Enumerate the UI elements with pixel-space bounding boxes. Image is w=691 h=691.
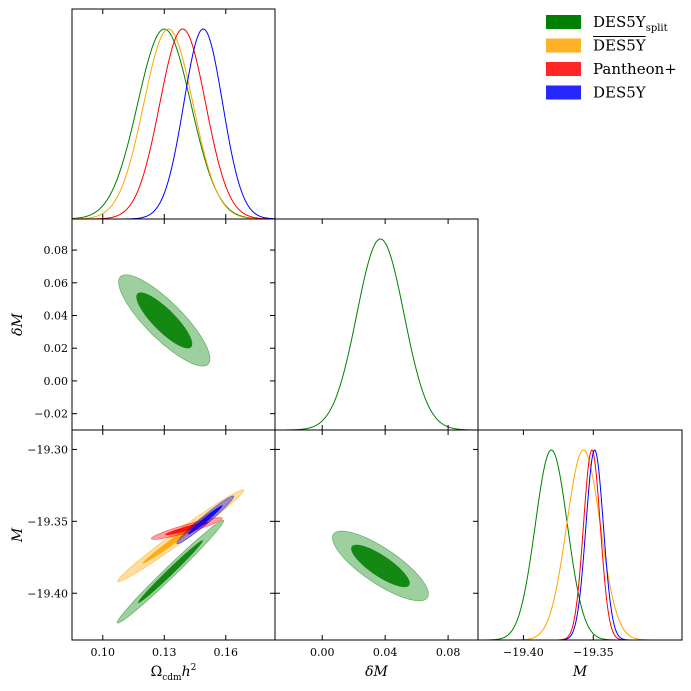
- legend-label-1: DES5Y: [593, 37, 647, 55]
- y-tick-label-dm: 0.00: [44, 375, 69, 388]
- marginal-curve-M-series-2: [478, 449, 682, 640]
- legend-swatch-2: [546, 62, 581, 76]
- legend: DES5Ysplit DES5Y Pantheon+ DES5Y: [546, 13, 677, 102]
- marginal-curve-M-series-1: [478, 449, 682, 640]
- contour-inner-dm_M-series-0: [351, 544, 410, 588]
- frame-layer: [71, 8, 683, 641]
- y-tick-label-dm: 0.06: [44, 277, 69, 290]
- y-tick-label-M: −19.30: [27, 443, 68, 456]
- axis-label-dm-x: δM: [365, 664, 388, 680]
- marginal-curve-M-series-3: [478, 449, 682, 640]
- axis-label-dm-y: δM: [10, 312, 26, 335]
- y-tick-label-M: −19.35: [27, 515, 68, 528]
- legend-swatch-3: [546, 85, 581, 100]
- legend-label-2: Pantheon+: [593, 60, 677, 78]
- marginal-curve-om-series-0: [72, 28, 275, 219]
- contour-inner-om_M-series-0: [137, 540, 203, 604]
- axis-label-om: Ωcdmh2: [151, 663, 197, 683]
- marginal-curve-om-series-1: [72, 28, 275, 219]
- contour-inner-om_M-series-3: [187, 505, 223, 535]
- marginal-curve-M-series-0: [478, 449, 682, 640]
- legend-swatch-1: [546, 38, 581, 53]
- marginal-curve-dm-series-0: [275, 238, 478, 430]
- x-tick-label-dm: 0.00: [310, 646, 335, 659]
- y-tick-label-M: −19.40: [27, 587, 68, 600]
- x-tick-label-dm: 0.04: [373, 646, 398, 659]
- x-tick-label-om: 0.16: [214, 646, 239, 659]
- x-tick-label-om: 0.10: [91, 646, 116, 659]
- y-tick-label-dm: 0.08: [44, 244, 69, 257]
- contour-inner-om_dm-series-0: [136, 292, 193, 349]
- x-tick-label-dm: 0.08: [436, 646, 461, 659]
- panel-frame-1-1: [274, 218, 479, 431]
- x-tick-label-om: 0.13: [152, 646, 177, 659]
- curve-layer: [72, 28, 682, 640]
- axis-label-M-y: M: [10, 527, 26, 543]
- y-tick-label-dm: −0.02: [34, 408, 68, 421]
- x-tick-label-M: −19.40: [503, 646, 544, 659]
- contour-layer: [116, 274, 429, 624]
- panel-frame-2-1: [274, 429, 479, 641]
- legend-swatch-0: [546, 15, 581, 29]
- y-tick-label-dm: 0.02: [44, 342, 69, 355]
- marginal-curve-om-series-3: [72, 28, 275, 219]
- marginal-curve-om-series-2: [72, 28, 275, 219]
- x-tick-label-M: −19.35: [573, 646, 614, 659]
- y-tick-label-dm: 0.04: [44, 310, 69, 323]
- axis-label-M-x: M: [572, 664, 588, 680]
- tick-layer: 0.10 0.13 0.16 0.00 0.04 0.08 −19.40 −19.35 −0.0…: [27, 9, 614, 659]
- legend-label-0: DES5Ysplit: [593, 13, 668, 34]
- axis-label-layer: Ωcdmh2 δM MδM M: [10, 312, 588, 683]
- panel-frame-2-2: [477, 429, 683, 641]
- legend-label-3: DES5Y: [593, 84, 647, 102]
